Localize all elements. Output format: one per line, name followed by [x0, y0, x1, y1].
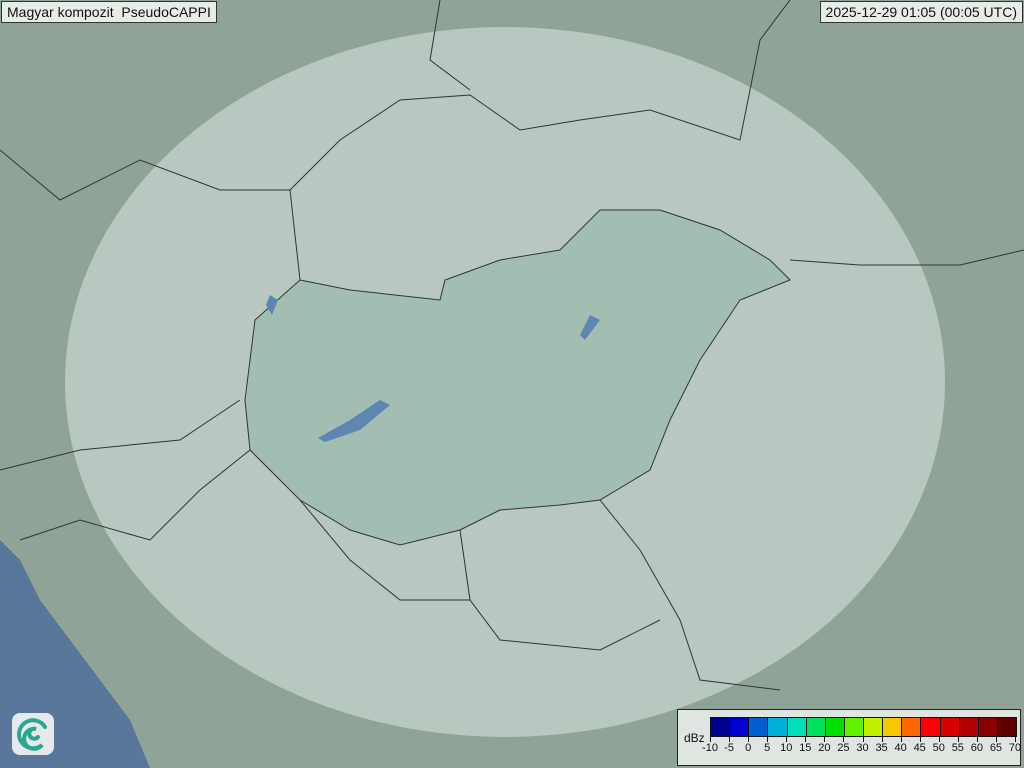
legend-swatch [902, 718, 922, 736]
legend-tick-label: 20 [818, 742, 831, 754]
legend-tick-mark [710, 736, 711, 742]
legend-tick-label: 45 [913, 742, 926, 754]
legend-tick-mark [786, 736, 788, 742]
legend-tick-label: 10 [780, 742, 793, 754]
legend-swatch [883, 718, 903, 736]
legend-tick-mark [881, 736, 883, 742]
legend-tick-label: 50 [932, 742, 945, 754]
legend-unit: dBz [684, 731, 705, 745]
legend-tick-label: -10 [702, 742, 718, 754]
legend-swatch [997, 718, 1016, 736]
legend-swatch [864, 718, 884, 736]
legend-tick-label: 25 [837, 742, 850, 754]
legend-tick-label: 5 [764, 742, 771, 754]
legend-tick-label: 0 [745, 742, 752, 754]
legend-tick-mark [900, 736, 902, 742]
legend-tick-label: 15 [799, 742, 812, 754]
legend-tick-mark [805, 736, 807, 742]
timestamp: 2025-12-29 01:05 (00:05 UTC) [819, 1, 1023, 23]
legend-tick-mark [729, 736, 731, 742]
legend-tick-label: 55 [951, 742, 964, 754]
map-title: Magyar kompozit PseudoCAPPI [1, 1, 217, 23]
legend-tick-mark [995, 736, 997, 742]
legend-tick-label: 40 [894, 742, 907, 754]
legend-tick-mark [824, 736, 826, 742]
legend-ticks [710, 736, 1016, 742]
legend-tick-label: 65 [989, 742, 1003, 754]
adriatic-sea [0, 540, 150, 768]
legend-tick-label: 30 [856, 742, 869, 754]
dbz-color-legend: dBz -10 -5 0 5 10 15 20 25 30 35 40 45 50 55 60 65 70 [677, 709, 1021, 766]
legend-tick-mark [976, 736, 978, 742]
legend-swatch [825, 718, 845, 736]
legend-tick-mark [748, 736, 750, 742]
legend-swatch [978, 718, 998, 736]
legend-tick-mark [938, 736, 940, 742]
legend-swatch [806, 718, 826, 736]
legend-swatch [730, 718, 750, 736]
legend-swatch [959, 718, 979, 736]
legend-tick-mark [862, 736, 864, 742]
legend-tick-mark [1015, 736, 1016, 742]
legend-swatch [749, 718, 769, 736]
legend-tick-label: 70 [1008, 742, 1022, 754]
legend-swatch [940, 718, 960, 736]
legend-color-bar [710, 717, 1017, 737]
legend-tick-mark [767, 736, 769, 742]
legend-swatch [844, 718, 864, 736]
legend-swatch [921, 718, 941, 736]
legend-tick-label: 60 [970, 742, 983, 754]
legend-tick-label: -5 [724, 742, 734, 754]
country-borders [0, 0, 1024, 691]
lakes [266, 295, 600, 442]
legend-tick-mark [843, 736, 845, 742]
legend-swatch [768, 718, 788, 736]
legend-swatch [787, 718, 807, 736]
legend-tick-mark [957, 736, 959, 742]
legend-tick-mark [919, 736, 921, 742]
legend-swatch [711, 718, 731, 736]
legend-tick-label: 35 [875, 742, 888, 754]
met-service-swirl-logo-icon [12, 713, 54, 755]
